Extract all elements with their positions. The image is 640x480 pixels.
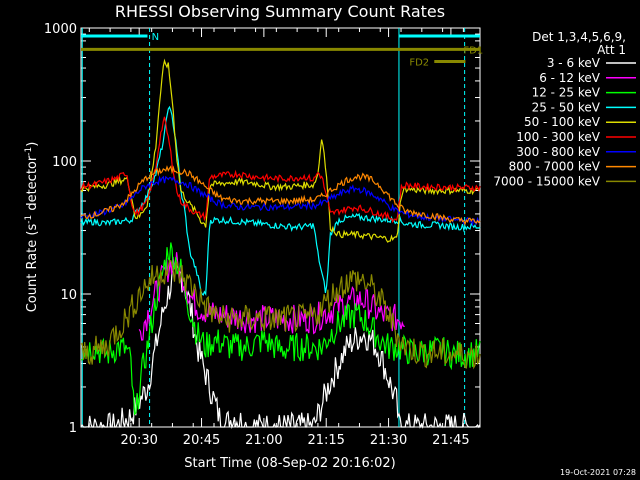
series-line	[80, 165, 481, 226]
series-line	[80, 116, 481, 224]
series-line	[80, 242, 481, 416]
chart-title: RHESSI Observing Summary Count Rates	[115, 2, 445, 21]
x-tick-label: 21:00	[245, 433, 282, 448]
legend-header-detectors: Det 1,3,4,5,6,9,	[532, 30, 626, 44]
series-lines	[80, 58, 481, 429]
x-tick-label: 21:15	[307, 433, 344, 448]
series-line	[80, 175, 481, 227]
x-axis-label: Start Time (08-Sep-02 20:16:02)	[184, 456, 395, 471]
y-axis-label-end: )	[25, 142, 40, 147]
y-tick-label: 1000	[44, 22, 77, 37]
y-axis-label: Count Rate (s-1 detector-1)	[24, 142, 40, 313]
state-bar-label: FD2	[409, 57, 429, 68]
series-line	[80, 263, 481, 429]
x-tick-label: 21:30	[370, 433, 407, 448]
y-axis-label-mid: detector	[25, 155, 40, 215]
series-line	[138, 252, 405, 341]
y-axis-label-sup1: -1	[24, 215, 34, 224]
y-axis-label-main: Count Rate (s	[25, 224, 40, 313]
x-tick-label: 20:30	[120, 433, 157, 448]
y-tick-label: 10	[60, 288, 77, 303]
state-bar-label: N	[152, 32, 159, 43]
state-bars: N FD1 FD2	[81, 32, 483, 68]
series-line	[80, 259, 481, 370]
state-bar-label: FD1	[463, 45, 483, 56]
series-line	[80, 105, 481, 296]
legend-label: 800 - 7000 keV	[509, 160, 601, 174]
legend-label: 100 - 300 keV	[516, 130, 600, 144]
footer-timestamp: 19-Oct-2021 07:28	[560, 468, 636, 477]
x-axis-ticks: 20:30 20:45 21:00 21:15 21:30 21:45	[88, 28, 470, 448]
legend-label: 300 - 800 keV	[516, 145, 600, 159]
legend-label: 12 - 25 keV	[532, 86, 601, 100]
series-line	[80, 58, 481, 243]
legend-header-attenuator: Att 1	[597, 43, 626, 57]
plot-frame	[80, 27, 481, 428]
legend-label: 7000 - 15000 keV	[493, 174, 600, 188]
legend-label: 6 - 12 keV	[539, 71, 601, 85]
y-axis-ticks: 1 10 100 1000	[44, 22, 480, 436]
legend-label: 3 - 6 keV	[547, 56, 601, 70]
y-axis-label-sup2: -1	[24, 147, 34, 156]
y-tick-label: 100	[52, 155, 77, 170]
y-tick-label: 1	[69, 421, 77, 436]
x-tick-label: 20:45	[183, 433, 220, 448]
legend-label: 50 - 100 keV	[524, 115, 601, 129]
legend-label: 25 - 50 keV	[532, 100, 601, 114]
x-tick-label: 21:45	[432, 433, 469, 448]
